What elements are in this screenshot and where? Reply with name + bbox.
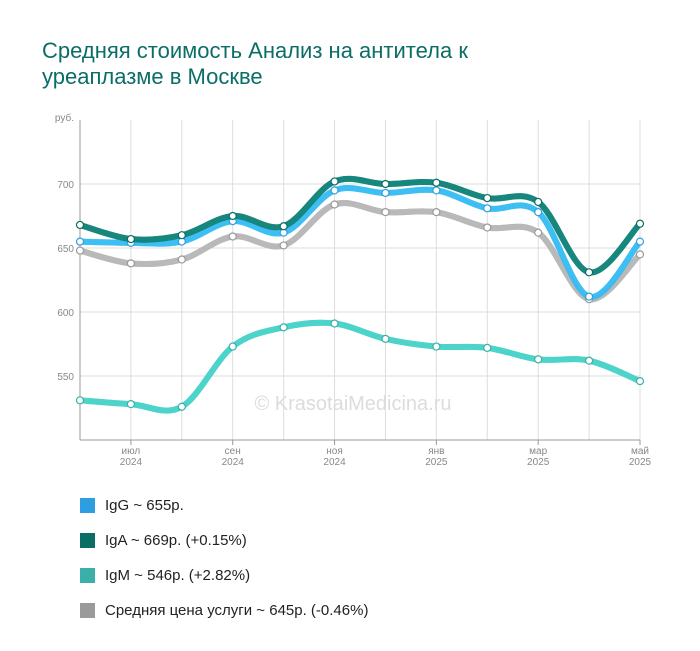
point [534,197,543,207]
legend-label: IgM ~ 546р. (+2.82%) [105,567,251,584]
point [635,377,645,386]
series-line [79,200,643,303]
point [381,334,390,343]
x-tick-label-line: 2024 [323,457,346,468]
y-axis-label: руб. [55,112,74,124]
point [432,208,441,217]
point [635,250,645,259]
point [228,342,237,351]
x-tick-label-line: июл [122,446,141,457]
point [584,292,594,301]
legend-label: IgA ~ 669р. (+0.15%) [105,532,247,549]
legend: IgG ~ 655р. IgA ~ 669р. (+0.15%) IgM ~ 546… [80,488,368,628]
point [126,259,136,268]
x-tick-label-line: 2024 [222,457,245,468]
x-tick-label-line: 2025 [629,457,652,468]
point [75,220,85,230]
watermark: © KrasotaiMedicina.ru [254,393,451,415]
point [381,188,390,198]
grid [80,120,641,440]
y-tick-label: 700 [57,180,74,191]
legend-item: IgG ~ 655р. [80,488,368,523]
point [228,232,237,241]
point [228,211,237,221]
x-tick-label: ноя 2024 [323,446,346,468]
point [75,246,85,255]
point [584,268,594,277]
x-tick-label: мар 2025 [527,446,550,468]
point [483,193,492,203]
point [584,356,594,365]
x-tick-label-line: янв [428,446,444,457]
x-tick-label-line: 2025 [425,457,448,468]
point [432,342,441,351]
point [177,402,186,411]
point [534,355,543,364]
legend-item: Средняя цена услуги ~ 645р. (-0.46%) [80,593,368,628]
point [279,323,288,332]
x-tick-label-line: май [631,446,649,457]
x-tick-label: май 2025 [629,446,652,468]
legend-item: IgM ~ 546р. (+2.82%) [80,558,368,593]
point [635,237,645,246]
point [381,179,390,189]
point [75,237,85,246]
point [75,396,85,405]
x-tick-label-line: мар [529,446,547,457]
legend-item: IgA ~ 669р. (+0.15%) [80,523,368,558]
point [177,231,186,240]
legend-label: IgG ~ 655р. [105,497,184,514]
x-tick-label: июл 2024 [120,446,143,468]
x-tick-label-line: 2024 [120,457,143,468]
point [483,343,492,352]
point [432,178,441,187]
point [330,177,339,186]
point [330,200,339,209]
point [330,319,339,328]
point [483,223,492,232]
legend-label: Средняя цена услуги ~ 645р. (-0.46%) [105,602,369,619]
point [126,400,136,409]
legend-swatch [80,498,95,513]
x-tick-label: янв 2025 [425,446,448,468]
y-tick-label: 550 [57,372,74,383]
point [635,219,645,228]
point [534,228,543,237]
legend-swatch [80,533,95,548]
x-tick-label: сен 2024 [222,446,245,468]
x-tick-label-line: сен [225,446,241,457]
point [432,186,441,195]
point [330,186,339,195]
legend-swatch [80,603,95,618]
point [483,204,492,213]
legend-swatch [80,568,95,583]
point [279,241,288,250]
chart-title: Средняя стоимость Анализ на антитела к у… [42,38,468,89]
x-tick-label-line: ноя [326,446,343,457]
y-tick-label: 600 [57,308,74,319]
point [177,255,186,264]
point [279,222,288,231]
point [126,234,136,244]
y-tick-label: 650 [57,244,74,255]
point [381,208,390,217]
x-tick-label-line: 2025 [527,457,550,468]
chart: руб. © KrasotaiMedicina.ru 550 600 650 700 и… [55,112,652,468]
point [534,208,543,217]
